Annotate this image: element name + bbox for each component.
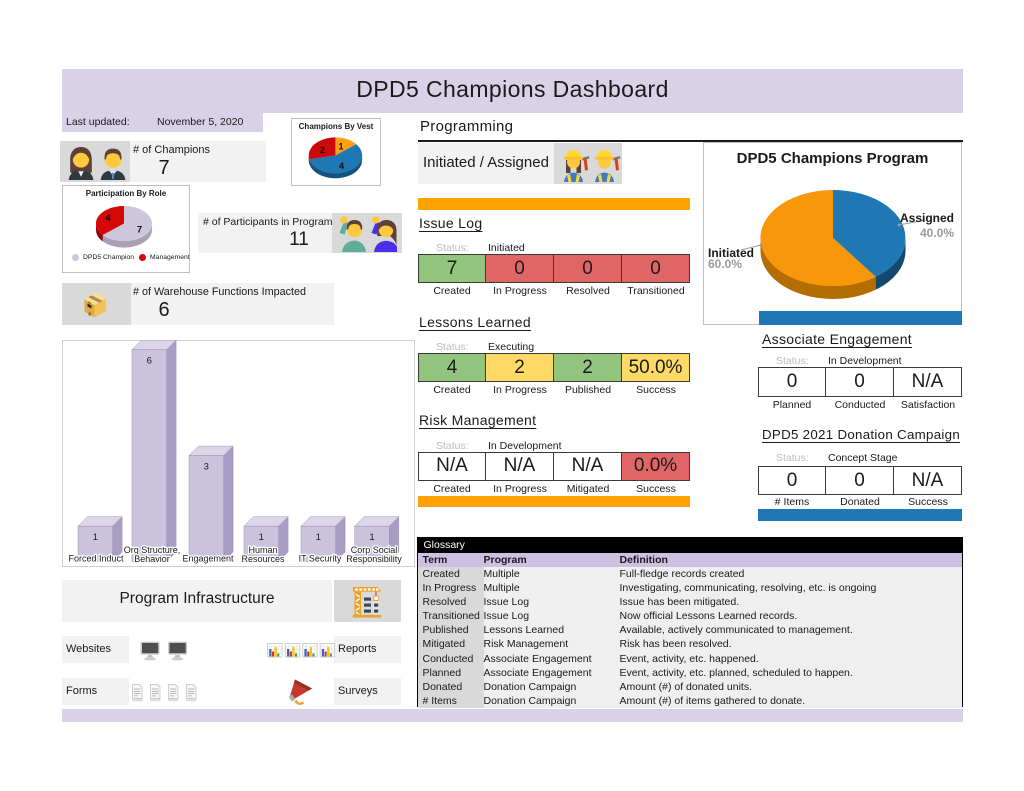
svg-text:Resources: Resources: [241, 554, 285, 564]
svg-text:1: 1: [316, 532, 321, 543]
svg-text:Responsibility: Responsibility: [346, 554, 402, 564]
svg-text:1: 1: [369, 532, 374, 543]
svg-text:Behavior: Behavior: [134, 554, 170, 564]
svg-text:Corp Social: Corp Social: [351, 545, 398, 555]
svg-text:1: 1: [93, 532, 98, 543]
svg-text:Org Structure,: Org Structure,: [124, 545, 181, 555]
svg-text:3: 3: [204, 462, 209, 473]
svg-text:Human: Human: [248, 545, 277, 555]
svg-text:IT Security: IT Security: [299, 554, 342, 564]
svg-text:1: 1: [259, 532, 264, 543]
svg-text:7: 7: [137, 225, 142, 236]
svg-text:4: 4: [105, 213, 111, 224]
svg-text:6: 6: [147, 356, 152, 367]
svg-text:Forced Induct: Forced Induct: [68, 554, 124, 564]
svg-text:1: 1: [338, 142, 343, 152]
svg-text:Engagement: Engagement: [182, 554, 234, 564]
svg-text:4: 4: [339, 161, 344, 171]
svg-text:2: 2: [320, 145, 325, 155]
